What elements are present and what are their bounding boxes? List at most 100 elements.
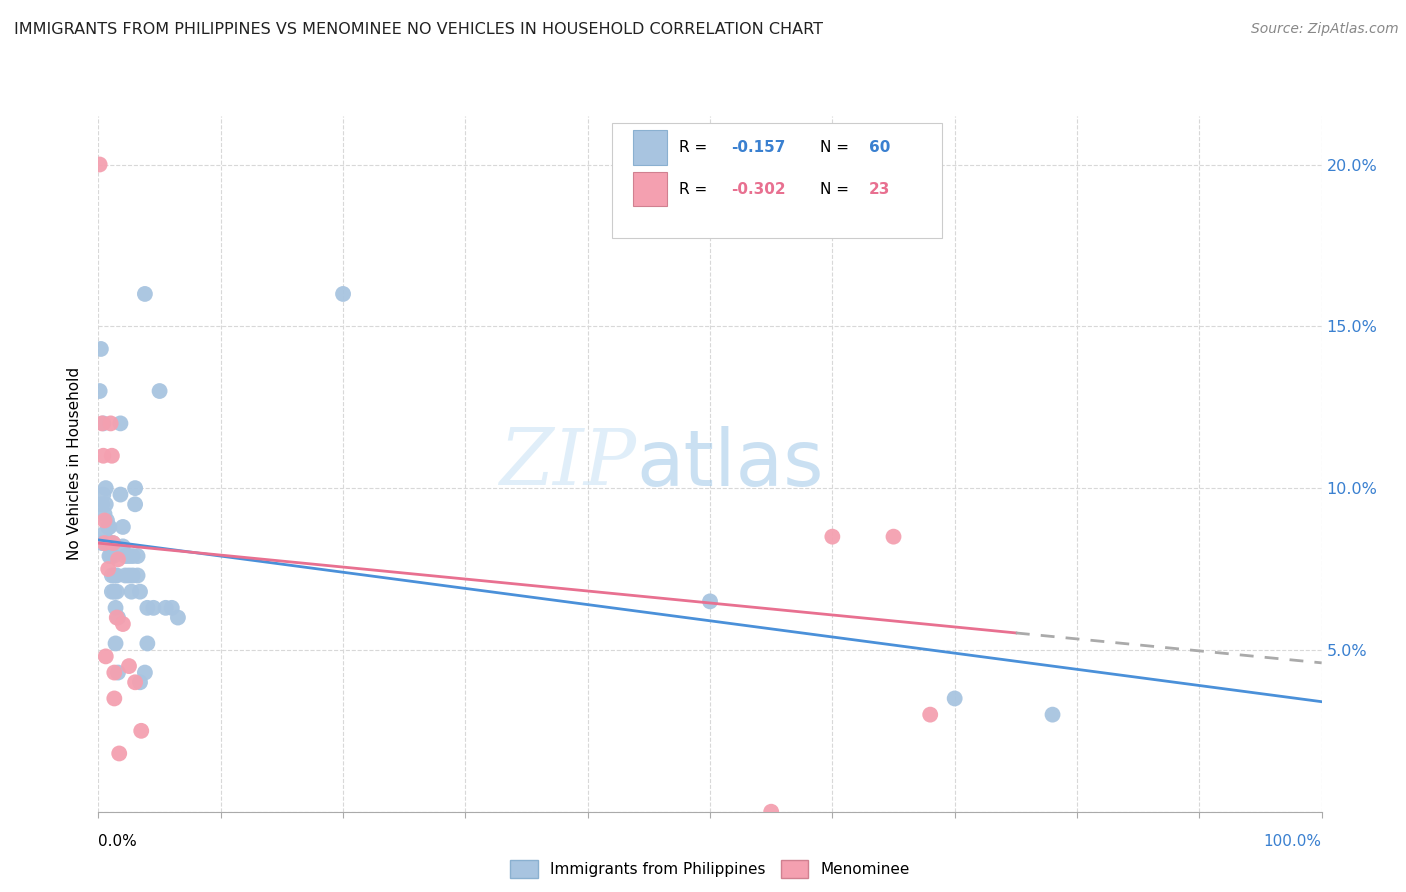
- Point: [98, 520, 121, 534]
- Point: [149, 384, 172, 398]
- Point: [134, 287, 156, 301]
- Y-axis label: No Vehicles in Household: No Vehicles in Household: [67, 368, 83, 560]
- Point: [920, 707, 942, 722]
- Text: R =: R =: [679, 140, 713, 155]
- Text: -0.302: -0.302: [731, 181, 786, 196]
- Point: [124, 675, 146, 690]
- Point: [127, 549, 149, 563]
- Text: 60: 60: [869, 140, 890, 155]
- Point: [103, 691, 125, 706]
- Point: [111, 617, 134, 632]
- Point: [124, 481, 146, 495]
- Point: [101, 549, 124, 563]
- Point: [105, 610, 128, 624]
- Text: -0.157: -0.157: [731, 140, 785, 155]
- Text: 100.0%: 100.0%: [1264, 834, 1322, 849]
- Legend: Immigrants from Philippines, Menominee: Immigrants from Philippines, Menominee: [505, 855, 915, 884]
- Point: [101, 536, 124, 550]
- Point: [104, 600, 127, 615]
- FancyBboxPatch shape: [612, 123, 942, 238]
- Point: [943, 691, 966, 706]
- Point: [96, 536, 118, 550]
- Point: [160, 600, 183, 615]
- Point: [94, 649, 117, 664]
- Point: [107, 665, 129, 680]
- Point: [114, 549, 136, 563]
- Point: [136, 636, 159, 650]
- Point: [97, 562, 120, 576]
- Point: [89, 157, 111, 171]
- Point: [91, 449, 114, 463]
- Point: [118, 549, 141, 563]
- Point: [105, 584, 128, 599]
- Point: [118, 568, 141, 582]
- Point: [821, 530, 844, 544]
- Point: [101, 568, 124, 582]
- Text: N =: N =: [820, 140, 853, 155]
- Point: [118, 659, 141, 673]
- Text: Source: ZipAtlas.com: Source: ZipAtlas.com: [1251, 22, 1399, 37]
- Point: [91, 536, 114, 550]
- Point: [90, 342, 112, 356]
- Point: [98, 549, 121, 563]
- Point: [129, 675, 152, 690]
- Point: [97, 536, 120, 550]
- Point: [124, 497, 146, 511]
- Point: [94, 497, 117, 511]
- Point: [101, 584, 124, 599]
- Point: [129, 584, 152, 599]
- Point: [91, 487, 114, 501]
- Point: [110, 417, 132, 431]
- Point: [332, 287, 354, 301]
- Point: [91, 417, 114, 431]
- Text: 23: 23: [869, 181, 890, 196]
- Text: N =: N =: [820, 181, 853, 196]
- Point: [121, 549, 143, 563]
- Point: [101, 449, 124, 463]
- Point: [93, 507, 115, 521]
- Point: [94, 481, 117, 495]
- Text: IMMIGRANTS FROM PHILIPPINES VS MENOMINEE NO VEHICLES IN HOUSEHOLD CORRELATION CH: IMMIGRANTS FROM PHILIPPINES VS MENOMINEE…: [14, 22, 823, 37]
- Point: [136, 600, 159, 615]
- Point: [93, 526, 115, 541]
- Point: [121, 568, 143, 582]
- Text: 0.0%: 0.0%: [98, 834, 138, 849]
- Point: [111, 520, 134, 534]
- Point: [104, 636, 127, 650]
- Point: [108, 747, 131, 761]
- Text: R =: R =: [679, 181, 713, 196]
- Point: [105, 568, 128, 582]
- Point: [883, 530, 905, 544]
- Point: [100, 417, 122, 431]
- Point: [101, 536, 124, 550]
- Point: [155, 600, 177, 615]
- Point: [134, 665, 156, 680]
- Point: [699, 594, 721, 608]
- Point: [127, 568, 149, 582]
- Point: [97, 520, 120, 534]
- Point: [761, 805, 783, 819]
- Text: ZIP: ZIP: [499, 425, 637, 502]
- Point: [1042, 707, 1064, 722]
- Point: [91, 417, 114, 431]
- Point: [103, 584, 125, 599]
- Point: [89, 384, 111, 398]
- Point: [93, 536, 115, 550]
- Point: [103, 568, 125, 582]
- Point: [142, 600, 165, 615]
- Point: [100, 536, 122, 550]
- Point: [167, 610, 190, 624]
- Point: [114, 568, 136, 582]
- Point: [107, 610, 129, 624]
- Point: [120, 584, 142, 599]
- Bar: [633, 171, 668, 206]
- Point: [93, 513, 115, 527]
- Point: [100, 549, 122, 563]
- Point: [91, 497, 114, 511]
- Point: [107, 552, 129, 566]
- Text: atlas: atlas: [637, 425, 824, 502]
- Point: [129, 723, 152, 738]
- Point: [111, 540, 134, 554]
- Point: [110, 487, 132, 501]
- Bar: [633, 130, 668, 165]
